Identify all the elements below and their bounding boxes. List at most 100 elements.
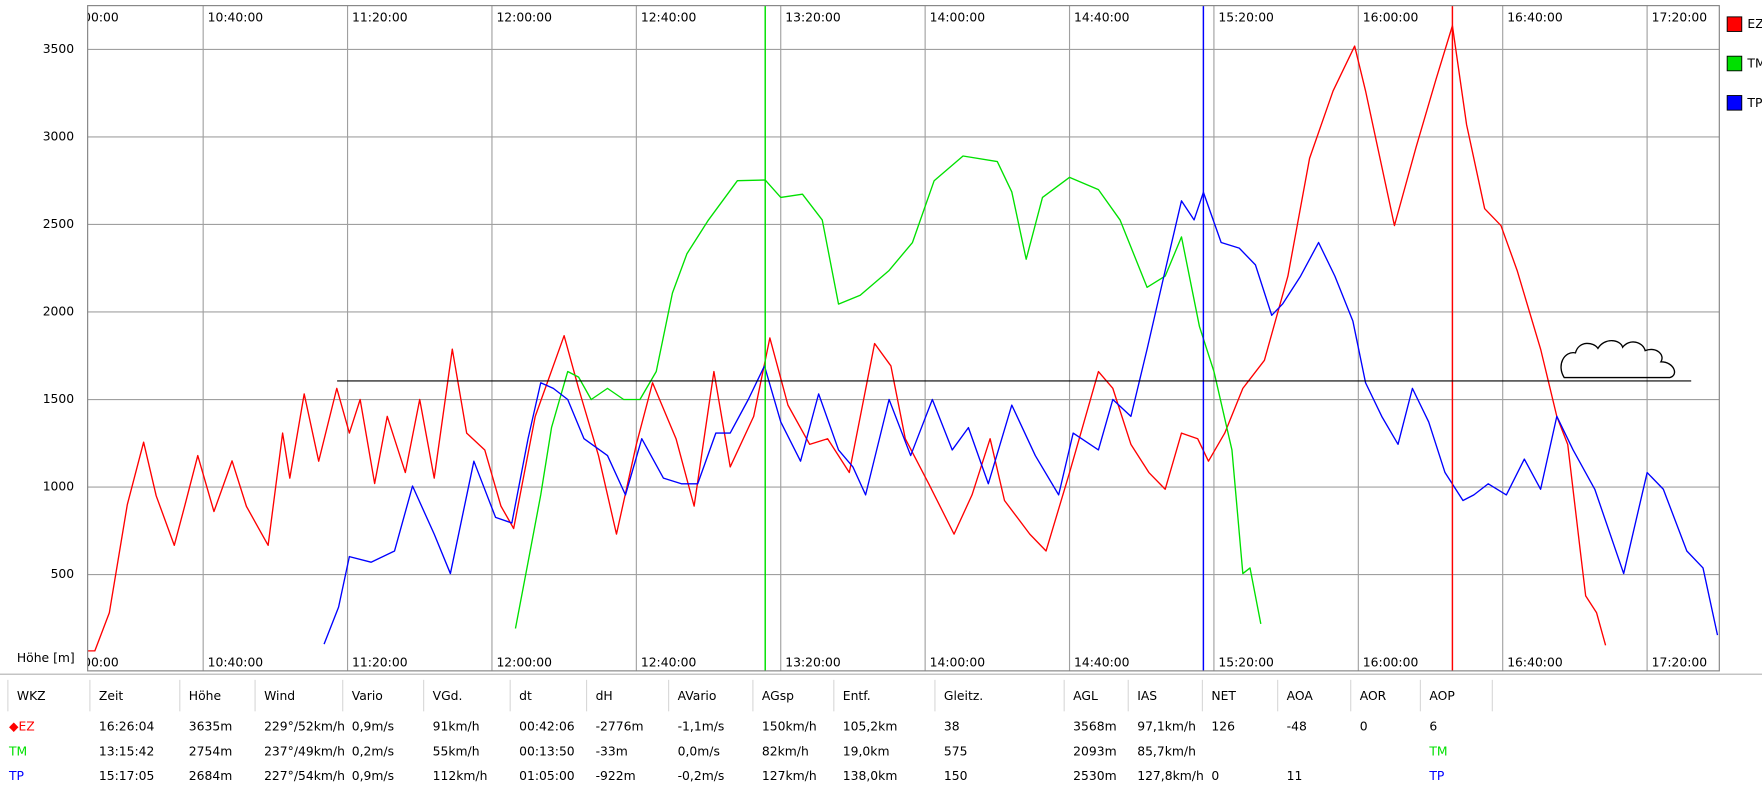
plot-content: 10:00:00 10:00:00 10:40:00 10:40:00 11:20:00… [63,5,1720,671]
altitude-line [514,155,1262,629]
column-header: dt [519,689,532,703]
table-cell: 105,2km [843,720,898,734]
table-cell: TM [1428,744,1447,758]
column-header: Höhe [189,689,221,703]
column-header: AOA [1287,689,1314,703]
table-cell: 00:42:06 [519,720,575,734]
x-tick-label-top: 10:00:00 [63,10,119,24]
table-cell: 16:26:04 [99,720,155,734]
table-cell: 227°/54km/h [264,769,345,783]
column-header: AOP [1429,689,1455,703]
y-tick-label: 1000 [43,480,75,494]
column-header: AVario [678,689,717,703]
table-cell: 229°/52km/h [264,720,345,734]
table-cell: 237°/49km/h [264,744,345,758]
x-tick-label-top: 13:20:00 [785,10,841,24]
table-cell: 575 [944,744,968,758]
table-cell: 2754m [189,744,233,758]
legend: EZ TM TP [1726,16,1762,111]
x-tick-label-bottom: 14:40:00 [1074,656,1130,670]
x-tick-label-top: 11:20:00 [352,10,408,24]
table-cell: 2684m [189,769,233,783]
legend-swatch [1726,95,1743,111]
x-tick-label-top: 16:00:00 [1363,10,1419,24]
column-header: IAS [1137,689,1157,703]
table-cell: 2093m [1073,744,1117,758]
cloud-sketch [1560,339,1676,379]
table-cell: TP [1428,769,1445,783]
altitude-line [323,191,1719,645]
y-tick-label: 2500 [43,217,75,231]
column-header: AGL [1073,689,1098,703]
table-cell: 13:15:42 [99,744,155,758]
table-cell: 3568m [1073,720,1117,734]
table-cell: 3635m [189,720,233,734]
legend-label: TM [1746,57,1762,71]
legend-swatch [1726,55,1743,72]
x-tick-label-bottom: 10:40:00 [208,656,264,670]
column-header: dH [596,689,613,703]
column-header: VGd. [433,689,463,703]
column-header: AOR [1360,689,1387,703]
table-cell: 127km/h [762,769,817,783]
x-tick-label-top: 15:20:00 [1218,10,1274,24]
x-tick-label-bottom: 16:00:00 [1363,656,1419,670]
x-tick-label-top: 14:40:00 [1074,10,1130,24]
x-tick-label-top: 16:40:00 [1507,10,1563,24]
table-cell: 85,7km/h [1137,744,1196,758]
x-tick-label-top: 12:00:00 [496,10,552,24]
y-tick-label: 1500 [43,392,75,406]
table-cell: 38 [944,720,960,734]
table-cell: 138,0km [843,769,898,783]
x-tick-label-bottom: 16:40:00 [1507,656,1563,670]
table-cell: -0,2m/s [678,769,725,783]
y-tick-label: 2000 [43,304,75,318]
column-header: AGsp [762,689,794,703]
table-cell: 126 [1211,720,1235,734]
x-tick-label-top: 12:40:00 [641,10,697,24]
table-cell: 91km/h [433,720,480,734]
plot-area: 10:00:00 10:00:00 10:40:00 10:40:00 11:20:00… [43,5,1720,672]
legend-label: EZ [1747,17,1762,31]
x-tick-label-top: 14:00:00 [930,10,986,24]
column-header: Zeit [99,689,124,703]
table-cell: -922m [596,769,636,783]
table-cell: 2530m [1073,769,1117,783]
x-tick-label-bottom: 11:20:00 [352,656,408,670]
x-tick-label-top: 17:20:00 [1652,10,1708,24]
x-tick-label-bottom: 13:20:00 [785,656,841,670]
data-table: WKZ Zeit Höhe Wind Vario VGd. dt dH AVario AGsp En… [7,679,1493,783]
x-tick-label-bottom: 14:00:00 [930,656,986,670]
row-label: TM [8,744,27,758]
table-cell: 0 [1360,720,1368,734]
table-cell: 0 [1211,769,1219,783]
table-cell: 15:17:05 [99,769,155,783]
column-header: WKZ [17,689,46,703]
y-tick-label: 3500 [43,42,75,56]
table-cell: -1,1m/s [678,720,725,734]
table-cell: 00:13:50 [519,744,575,758]
table-cell: 112km/h [433,769,488,783]
altitude-line [87,25,1607,652]
x-tick-label-top: 10:40:00 [208,10,264,24]
column-header: Entf. [843,689,871,703]
table-cell: 0,9m/s [352,720,394,734]
column-header: Gleitz. [944,689,983,703]
legend-swatch [1726,16,1743,32]
legend-label: TP [1746,96,1762,110]
table-cell: 150km/h [762,720,817,734]
column-header: Wind [264,689,295,703]
table-cell: 0,2m/s [352,744,394,758]
column-header: Vario [352,689,383,703]
table-cell: 6 [1429,720,1437,734]
table-cell: 0,0m/s [678,744,720,758]
y-tick-label: 3000 [43,129,75,143]
table-cell: 55km/h [433,744,480,758]
table-cell: 0,9m/s [352,769,394,783]
table-cell: 82km/h [762,744,809,758]
x-tick-label-bottom: 10:00:00 [63,656,119,670]
y-tick-label: 500 [51,567,75,581]
table-cell: -33m [596,744,628,758]
x-tick-label-bottom: 15:20:00 [1218,656,1274,670]
